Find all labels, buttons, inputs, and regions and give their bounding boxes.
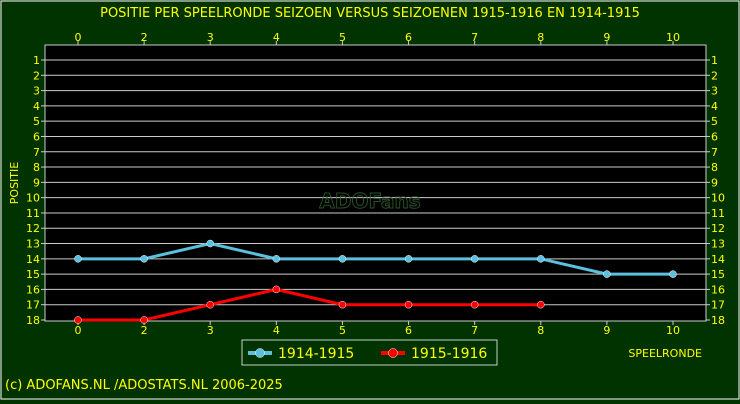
chart-title: POSITIE PER SPEELRONDE SEIZOEN VERSUS SE… [100, 6, 640, 21]
y-tick-label-right: 2 [711, 69, 718, 82]
y-tick-label-right: 11 [711, 207, 725, 220]
y-tick-label-right: 9 [711, 176, 718, 189]
y-tick-label-left: 18 [26, 314, 40, 327]
x-tick-label-bottom: 7 [471, 324, 478, 337]
series-line [78, 287, 541, 322]
y-tick-label-left: 6 [33, 130, 40, 143]
y-tick-label-left: 11 [26, 207, 40, 220]
data-point [74, 316, 82, 324]
y-tick-label-right: 18 [711, 314, 725, 327]
x-tick-label-bottom: 3 [207, 324, 214, 337]
x-tick-label-top: 10 [666, 31, 680, 44]
y-tick-label-right: 12 [711, 222, 725, 235]
x-tick-label-top: 5 [339, 31, 346, 44]
legend-swatch-marker [388, 348, 398, 358]
x-tick-labels: 0 0 2 2 3 3 4 4 5 5 6 6 7 7 8 8 9 9 10 10 [75, 31, 681, 337]
x-tick-label-top: 2 [141, 31, 148, 44]
data-point [669, 270, 677, 278]
y-tick-label-right: 6 [711, 130, 718, 143]
x-tick-label-top: 8 [537, 31, 544, 44]
data-point [404, 300, 413, 309]
y-tick-label-right: 17 [711, 299, 725, 312]
data-point [140, 255, 148, 263]
y-tick-label-left: 3 [33, 85, 40, 98]
data-point [338, 255, 347, 263]
y-tick-label-right: 3 [711, 85, 718, 98]
series-line [78, 241, 673, 276]
grid-lines [45, 59, 706, 306]
legend-label: 1915-1916 [411, 346, 487, 362]
x-tick-label-bottom: 10 [666, 324, 680, 337]
data-point [140, 316, 148, 324]
legend-item: 1915-1916 [381, 346, 487, 362]
x-tick-label-bottom: 4 [273, 324, 280, 337]
y-tick-label-left: 2 [33, 69, 40, 82]
data-point [74, 255, 82, 263]
data-point [537, 300, 545, 309]
x-axis-label: SPEELRONDE [628, 347, 702, 360]
data-point [537, 255, 545, 263]
y-tick-label-right: 1 [711, 54, 718, 67]
data-point [470, 255, 479, 263]
y-tick-label-right: 8 [711, 161, 718, 174]
y-tick-label-left: 17 [26, 299, 40, 312]
y-tick-label-left: 13 [26, 238, 40, 251]
legend-swatch-marker [255, 348, 265, 358]
x-tick-label-bottom: 8 [537, 324, 544, 337]
data-point [272, 285, 281, 294]
y-tick-label-left: 10 [26, 192, 40, 205]
y-tick-label-left: 15 [26, 268, 40, 281]
data-point [206, 300, 214, 309]
y-tick-label-left: 4 [33, 100, 40, 113]
y-tick-label-left: 9 [33, 176, 40, 189]
x-tick-label-bottom: 5 [339, 324, 346, 337]
data-point [603, 270, 611, 278]
legend-box [241, 339, 498, 366]
legend-label: 1914-1915 [278, 346, 354, 362]
y-tick-label-right: 4 [711, 100, 718, 113]
y-tick-label-left: 8 [33, 161, 40, 174]
x-tick-label-bottom: 6 [405, 324, 412, 337]
x-tick-label-bottom: 0 [75, 324, 82, 337]
legend: 1914-1915 1915-1916 [241, 339, 498, 366]
series-1914-1915 [74, 239, 677, 278]
legend-item: 1914-1915 [248, 346, 354, 362]
data-point [338, 300, 347, 309]
data-point [206, 239, 214, 248]
watermark: ADOFans [319, 189, 420, 213]
x-tick-label-top: 6 [405, 31, 412, 44]
y-tick-label-right: 5 [711, 115, 718, 128]
y-tick-label-left: 1 [33, 54, 40, 67]
y-tick-label-left: 5 [33, 115, 40, 128]
x-tick-label-top: 7 [471, 31, 478, 44]
y-tick-label-right: 15 [711, 268, 725, 281]
x-tick-label-bottom: 2 [141, 324, 148, 337]
y-tick-label-right: 10 [711, 192, 725, 205]
y-tick-label-right: 14 [711, 253, 725, 266]
y-tick-label-right: 7 [711, 146, 718, 159]
data-point [470, 300, 479, 309]
y-tick-label-left: 14 [26, 253, 40, 266]
y-tick-label-left: 12 [26, 222, 40, 235]
x-tick-label-top: 9 [603, 31, 610, 44]
x-tick-label-top: 0 [75, 31, 82, 44]
y-tick-label-left: 7 [33, 146, 40, 159]
y-tick-label-right: 16 [711, 283, 725, 296]
x-tick-label-bottom: 9 [603, 324, 610, 337]
series-layer [74, 239, 677, 324]
footer-copyright: (c) ADOFANS.NL /ADOSTATS.NL 2006-2025 [5, 378, 283, 393]
series-1915-1916 [74, 285, 545, 324]
y-tick-label-right: 13 [711, 238, 725, 251]
data-point [272, 255, 281, 263]
plot-area [44, 44, 707, 322]
y-axis-label: POSITIE [8, 162, 21, 204]
x-tick-label-top: 3 [207, 31, 214, 44]
x-tick-label-top: 4 [273, 31, 280, 44]
data-point [404, 255, 413, 263]
y-tick-label-left: 16 [26, 283, 40, 296]
